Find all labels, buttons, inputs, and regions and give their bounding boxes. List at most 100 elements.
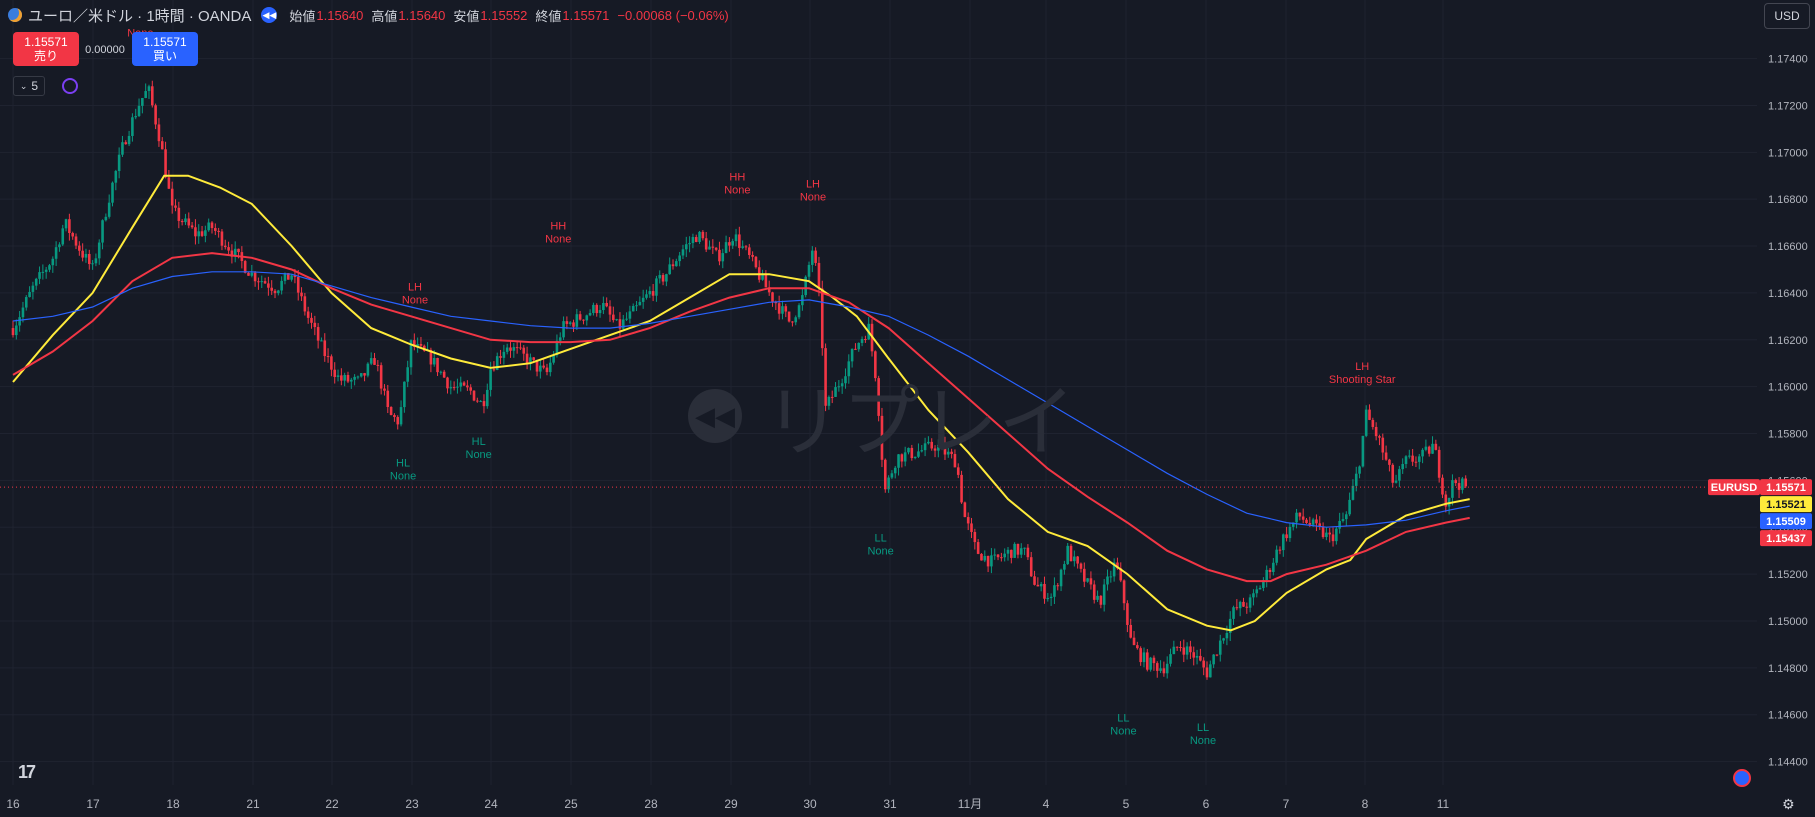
candle-body (1414, 461, 1418, 463)
candle-body (684, 244, 688, 250)
candle-body (1388, 459, 1391, 465)
candle-body (24, 297, 28, 308)
gear-icon[interactable]: ⚙ (1782, 796, 1795, 812)
annotation-label: LH (1355, 361, 1369, 373)
candle-body (1122, 580, 1126, 604)
candle-body (1411, 455, 1414, 462)
globe-icon[interactable] (1733, 769, 1751, 787)
y-tick-label: 1.16200 (1768, 335, 1808, 347)
buy-button[interactable]: 1.15571 買い (132, 32, 198, 66)
candle-body (306, 311, 310, 318)
candle-body (1341, 519, 1345, 521)
candle-body (1202, 660, 1205, 668)
x-tick-label: 23 (405, 797, 419, 811)
candle-body (263, 281, 267, 284)
candle-body (489, 369, 492, 390)
sell-button[interactable]: 1.15571 売り (13, 32, 79, 66)
candle-body (1033, 576, 1036, 585)
candle-body (943, 444, 947, 455)
legend-header: ユーロ／米ドル · 1時間 · OANDA ◀◀ 始値 1.15640 高値 1.1… (8, 4, 729, 26)
candle-body (1195, 655, 1199, 658)
time-axis[interactable]: 16 17 18 21 22 23 24 25 28 29 30 31 11月 4 5 6 7 8 11 (6, 797, 1449, 811)
grid (0, 0, 1757, 785)
sync-icon[interactable] (62, 78, 78, 94)
currency-selector[interactable]: USD (1764, 3, 1810, 29)
candle-body (820, 288, 824, 349)
candle-body (751, 254, 754, 257)
annotation-pattern: Shooting Star (1329, 374, 1396, 386)
candle-body (353, 376, 356, 380)
candle-body (794, 317, 798, 323)
candle-body (913, 456, 917, 459)
candle-body (1464, 478, 1467, 487)
candle-body (124, 142, 128, 145)
candle-body (744, 246, 748, 248)
candle-body (598, 310, 602, 314)
candle-body (336, 375, 340, 377)
candle-body (807, 264, 811, 277)
indicators-toggle[interactable]: ⌄ 5 (13, 76, 45, 96)
candle-body (641, 297, 645, 302)
candle-body (144, 91, 147, 98)
x-tick-label: 21 (246, 797, 260, 811)
annotation-pattern: None (545, 234, 571, 246)
candle-body (1010, 549, 1013, 558)
candle-body (187, 218, 191, 226)
candle-body (1328, 532, 1332, 535)
price-label-bg (1760, 496, 1812, 513)
candle-body (1212, 654, 1215, 665)
candle-body (658, 275, 662, 279)
price-axis[interactable]: 1.17400 1.17200 1.17000 1.16800 1.16600 1.164… (1708, 54, 1812, 769)
candle-body (542, 365, 545, 368)
tradingview-logo-icon[interactable]: 17 (18, 762, 36, 782)
candle-body (1335, 528, 1338, 542)
candle-body (588, 313, 592, 316)
candle-body (631, 305, 635, 312)
candle-body (293, 275, 297, 277)
candle-body (748, 247, 751, 255)
candle-body (555, 340, 559, 356)
annotation-pattern: None (402, 295, 428, 307)
replay-icon[interactable]: ◀◀ (261, 7, 278, 23)
candle-body (260, 281, 264, 283)
x-tick-label: 4 (1043, 797, 1050, 811)
candle-body (937, 444, 940, 451)
symbol-title[interactable]: ユーロ／米ドル · 1時間 · OANDA (28, 7, 252, 25)
replay-watermark: ◀◀ リプレイ (688, 360, 1076, 472)
ma-mid-line (12, 252, 1470, 583)
candle-body (1132, 637, 1136, 646)
candle-body (227, 247, 230, 251)
candle-body (1053, 585, 1056, 597)
candle-body (761, 274, 764, 280)
candle-body (1318, 523, 1322, 527)
candle-body (950, 451, 953, 455)
candle-body (84, 253, 88, 258)
candle-body (97, 242, 101, 259)
candle-body (174, 205, 177, 208)
candle-body (731, 241, 735, 246)
candle-body (519, 347, 522, 349)
candle-body (160, 141, 164, 150)
candle-body (515, 347, 519, 349)
price-label: 1.15509 (1766, 516, 1806, 528)
candle-body (1189, 646, 1192, 653)
candle-body (1457, 483, 1461, 490)
y-tick-label: 1.14600 (1768, 710, 1808, 722)
candle-body (462, 382, 466, 386)
price-label-bg (1760, 530, 1812, 547)
candle-body (980, 553, 983, 561)
annotation-label: HH (729, 171, 745, 183)
candle-body (864, 339, 867, 341)
x-tick-label: 6 (1203, 797, 1210, 811)
y-tick-label: 1.16000 (1768, 382, 1808, 394)
candle-body (592, 304, 595, 314)
candle-body (754, 256, 758, 268)
candle-body (290, 275, 293, 280)
candle-body (1291, 522, 1295, 527)
candle-body (1252, 593, 1255, 598)
candle-body (1069, 545, 1073, 562)
candle-body (651, 291, 655, 296)
candle-body (970, 523, 973, 532)
candle-body (940, 444, 943, 446)
